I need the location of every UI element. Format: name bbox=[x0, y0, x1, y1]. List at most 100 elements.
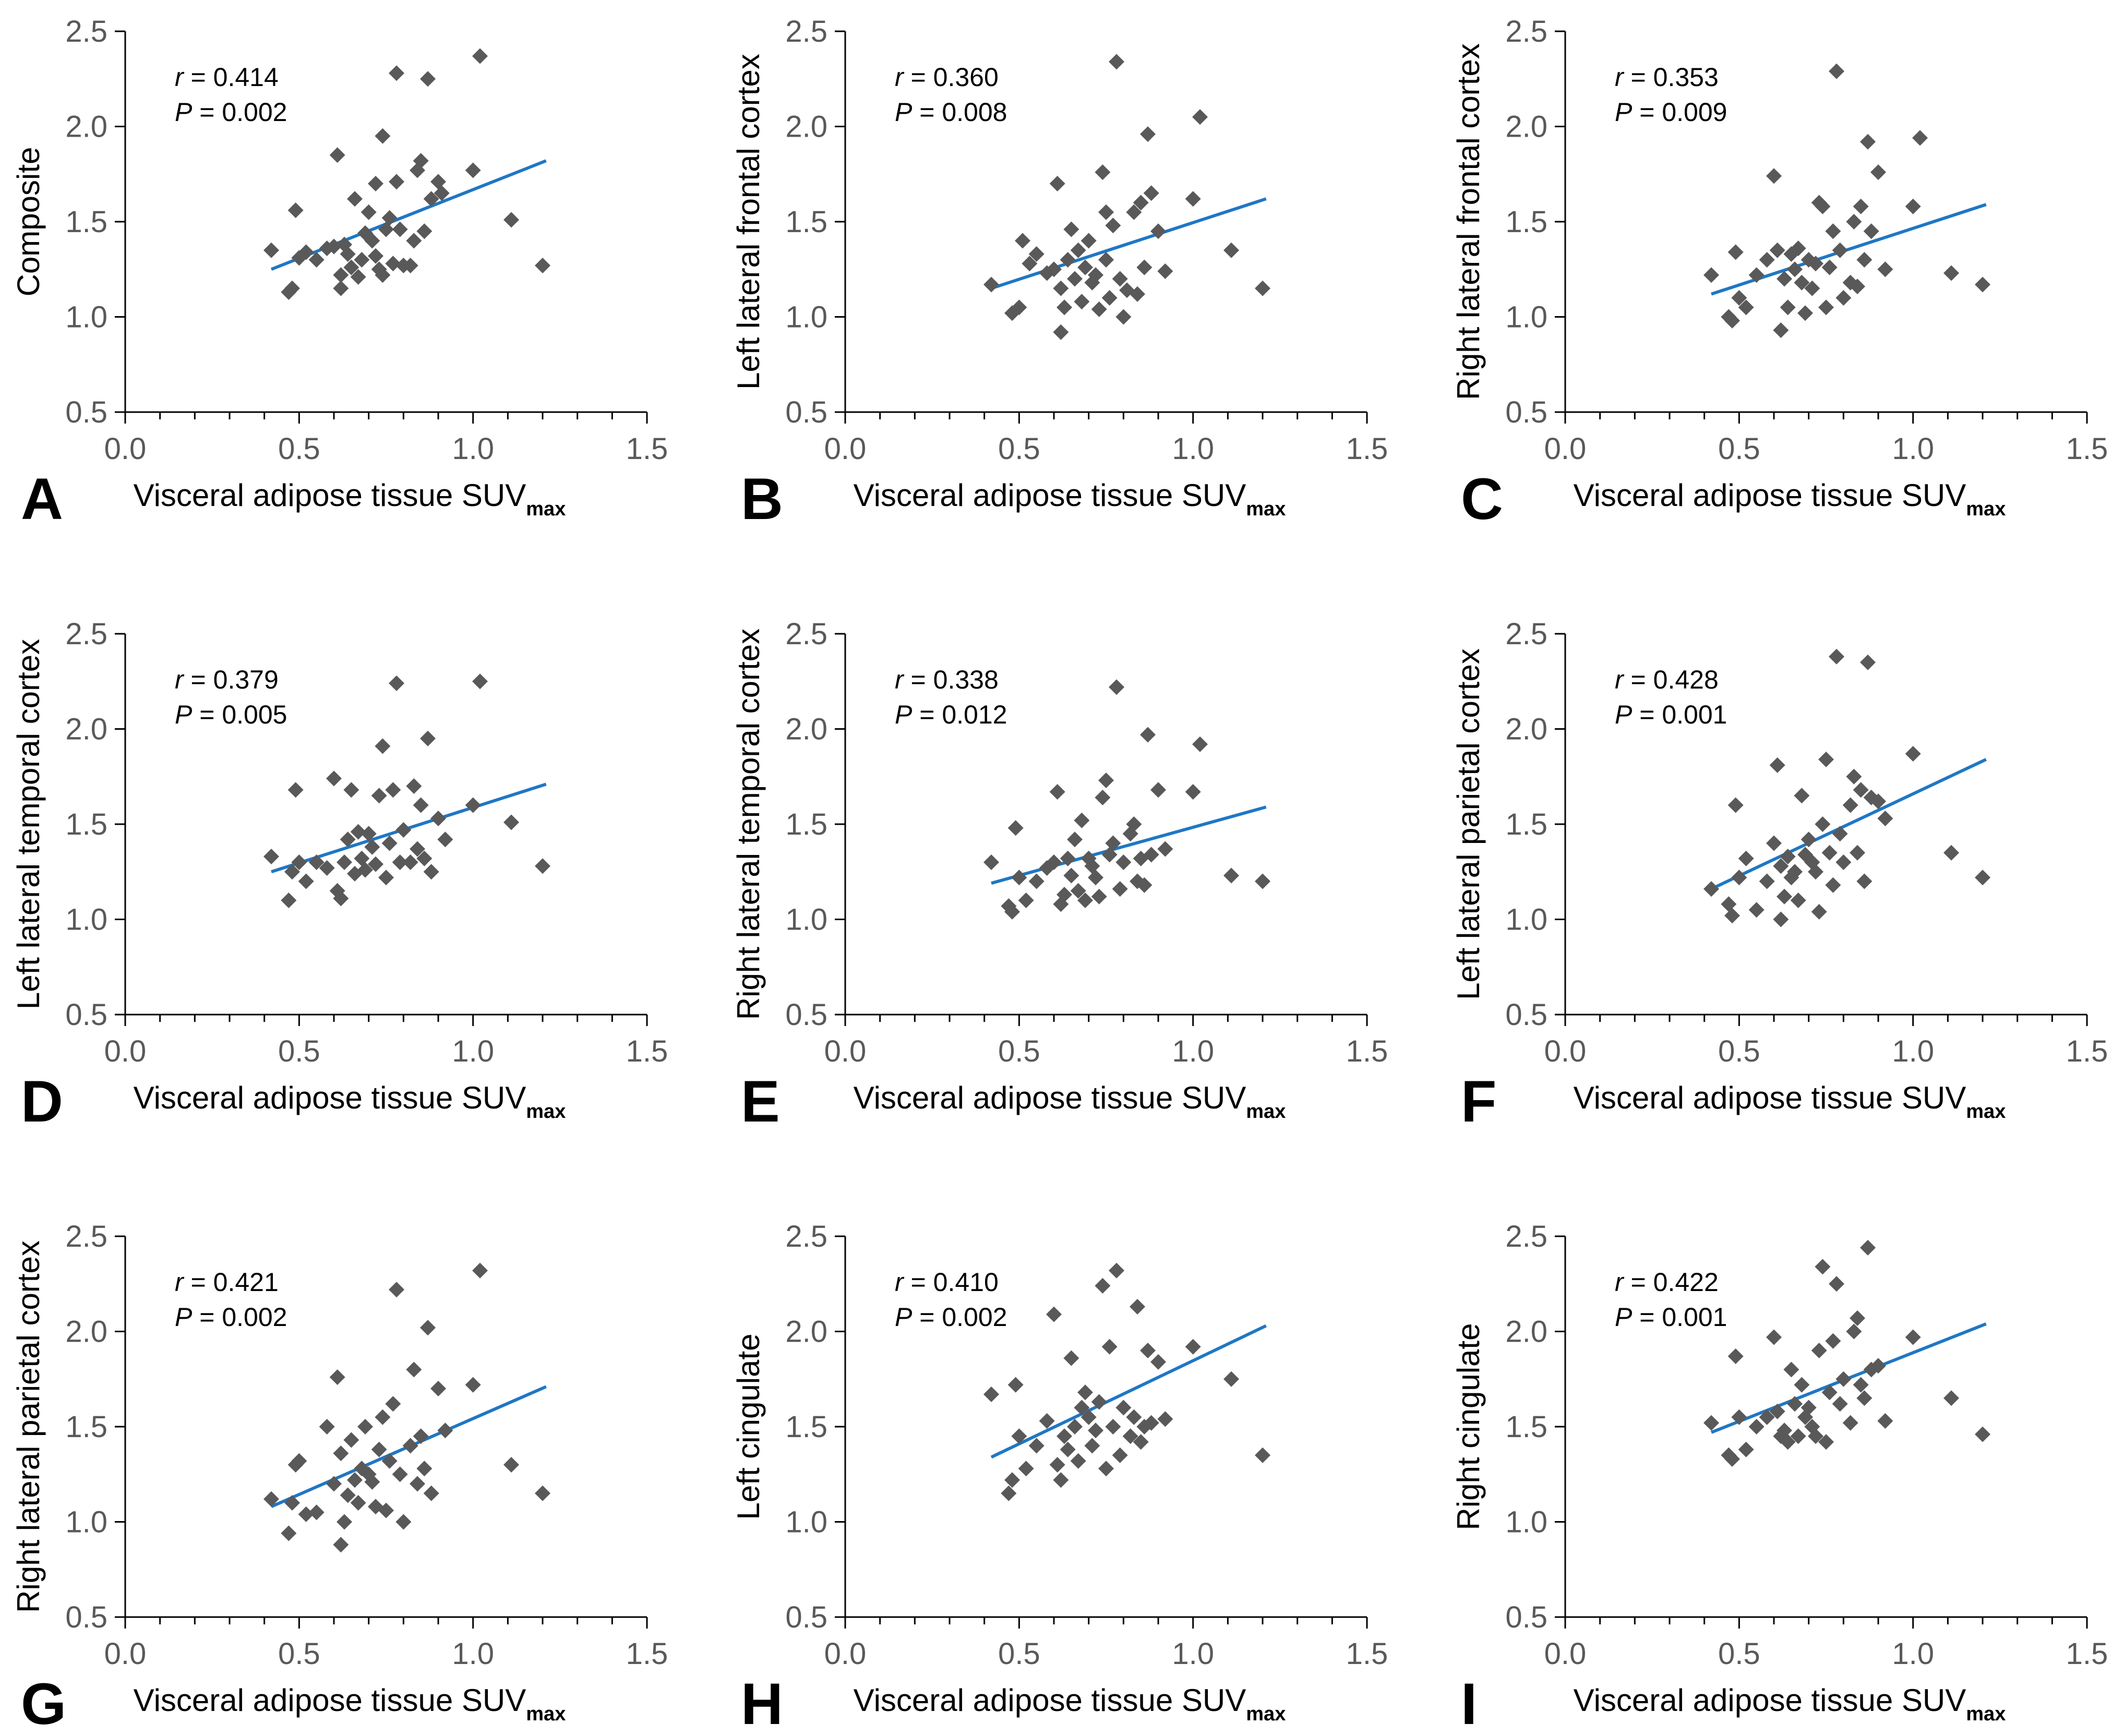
panel-d-data-point bbox=[354, 850, 370, 866]
panel-g-x-axis-title-sub: max bbox=[526, 1703, 566, 1725]
panel-i-letter: I bbox=[1461, 1671, 1477, 1736]
panel-b-data-point bbox=[1185, 191, 1201, 207]
panel-b-data-point bbox=[1109, 54, 1124, 70]
panel-b-data-point bbox=[1077, 259, 1093, 275]
panel-f-data-point bbox=[1766, 835, 1782, 851]
panel-b-y-tick-label: 0.5 bbox=[785, 395, 827, 429]
panel-f-data-point bbox=[1870, 793, 1886, 810]
panel-a-data-point bbox=[333, 280, 349, 296]
panel-g-data-point bbox=[402, 1438, 418, 1454]
panel-h-data-point bbox=[1223, 1371, 1239, 1387]
panel-b-x-tick-label: 0.5 bbox=[998, 432, 1040, 466]
panel-e-r-number: = 0.338 bbox=[904, 665, 999, 694]
panel-h-x-axis-title-main: Visceral adipose tissue SUV bbox=[854, 1683, 1246, 1718]
panel-e-data-point bbox=[1057, 887, 1072, 903]
panel-b-x-tick-label: 1.0 bbox=[1172, 432, 1214, 466]
panel-f-data-point bbox=[1846, 768, 1862, 785]
panel-f-x-tick-label: 0.0 bbox=[1544, 1034, 1587, 1068]
panel-i-data-point bbox=[1818, 1434, 1834, 1450]
panel-c-r-number: = 0.353 bbox=[1624, 63, 1719, 92]
panel-g-data-point bbox=[281, 1525, 297, 1541]
panel-a-y-tick-label: 0.5 bbox=[65, 395, 107, 429]
panel-a-data-point bbox=[503, 212, 519, 228]
panel-c-data-point bbox=[1790, 240, 1806, 257]
panel-g-data-point bbox=[389, 1282, 404, 1298]
panel-c-data-point bbox=[1905, 198, 1921, 214]
panel-i-x-tick-label: 0.5 bbox=[1718, 1637, 1760, 1671]
panel-a-p-symbol: P bbox=[175, 98, 193, 127]
panel-c-x-axis-title: Visceral adipose tissue SUVmax bbox=[1574, 478, 2006, 520]
panel-e-y-axis-title: Right lateral temporal cortex bbox=[731, 629, 766, 1020]
panel-e-x-tick-label: 1.0 bbox=[1172, 1034, 1214, 1068]
panel-b-data-point bbox=[1028, 246, 1045, 262]
panel-e-data-point bbox=[1112, 881, 1128, 897]
panel-i-data-point bbox=[1801, 1400, 1817, 1416]
panel-g-data-point bbox=[503, 1457, 519, 1473]
panel-f-data-point bbox=[1721, 896, 1737, 912]
panel-b-data-point bbox=[1022, 256, 1038, 272]
panel-c-data-point bbox=[1769, 242, 1785, 258]
panel-i-data-point bbox=[1738, 1441, 1754, 1457]
panel-d-data-point bbox=[357, 862, 373, 878]
panel-g-data-point bbox=[333, 1445, 349, 1462]
panel-e-data-point bbox=[1140, 727, 1156, 743]
panel-h-x-tick-label: 1.5 bbox=[1346, 1637, 1388, 1671]
panel-g-data-point bbox=[326, 1476, 342, 1492]
panel-a-data-point bbox=[375, 128, 391, 144]
panel-i-data-point bbox=[1853, 1377, 1869, 1393]
panel-h-data-point bbox=[1133, 1434, 1149, 1450]
panel-g-x-tick-label: 1.5 bbox=[626, 1637, 668, 1671]
panel-g-data-point bbox=[406, 1361, 422, 1378]
panel-e-data-point bbox=[1074, 812, 1090, 828]
panel-h-data-point bbox=[1101, 1339, 1118, 1355]
panel-d-x-tick-label: 1.5 bbox=[626, 1034, 668, 1068]
panel-g-x-tick-label: 0.0 bbox=[104, 1637, 147, 1671]
panel-d-data-point bbox=[503, 814, 519, 830]
panel-f-x-tick-label: 1.5 bbox=[2066, 1034, 2108, 1068]
panel-b-data-point bbox=[1063, 221, 1079, 237]
panel-b-data-point bbox=[1105, 218, 1121, 234]
panel-a-data-point bbox=[381, 210, 398, 226]
panel-c-data-point bbox=[1787, 261, 1803, 278]
panel-i-x-axis-title-main: Visceral adipose tissue SUV bbox=[1574, 1683, 1966, 1718]
panel-d-data-point bbox=[420, 730, 436, 746]
panel-i-data-point bbox=[1766, 1329, 1782, 1345]
panel-b-data-point bbox=[1157, 263, 1173, 279]
panel-g-data-point bbox=[375, 1409, 391, 1425]
panel-f-data-point bbox=[1877, 811, 1893, 827]
panel-i-r-number: = 0.422 bbox=[1624, 1268, 1719, 1297]
panel-b-data-point bbox=[1070, 242, 1086, 258]
panel-d-data-point bbox=[326, 770, 342, 787]
panel-g-data-point bbox=[413, 1428, 429, 1444]
panel-e-data-point bbox=[983, 854, 999, 870]
panel-e-data-point bbox=[1060, 850, 1076, 866]
panel-a-data-point bbox=[385, 256, 401, 272]
panel-f-r-number: = 0.428 bbox=[1624, 665, 1719, 694]
panel-g-data-point bbox=[291, 1453, 307, 1469]
panel-f-p-number: = 0.001 bbox=[1632, 700, 1727, 729]
panel-g-data-point bbox=[395, 1514, 412, 1530]
panel-i-data-point bbox=[1846, 1323, 1862, 1340]
panel-f-data-point bbox=[1769, 757, 1785, 773]
panel-e-r-symbol: r bbox=[895, 665, 905, 694]
panel-g-data-point bbox=[357, 1419, 373, 1434]
panel-a-data-point bbox=[368, 248, 383, 264]
panel-d-r-number: = 0.379 bbox=[184, 665, 279, 694]
panel-b-data-point bbox=[1053, 324, 1069, 340]
panel-c-data-point bbox=[1912, 130, 1928, 146]
panel-h-data-point bbox=[1109, 1262, 1124, 1279]
panel-g-data-point bbox=[319, 1419, 335, 1434]
panel-h-y-tick-label: 2.0 bbox=[785, 1315, 827, 1349]
panel-d-data-point bbox=[385, 782, 401, 798]
panel-i-data-point bbox=[1787, 1396, 1803, 1412]
panel-d-data-point bbox=[364, 839, 380, 855]
panel-g-data-point bbox=[343, 1432, 359, 1448]
panel-d-data-point bbox=[368, 856, 383, 872]
panel-f-y-tick-label: 2.0 bbox=[1505, 713, 1547, 746]
panel-b-data-point bbox=[1126, 204, 1142, 220]
panel-i-data-point bbox=[1856, 1390, 1873, 1406]
panel-d-data-point bbox=[350, 824, 366, 840]
panel-d-data-point bbox=[410, 841, 425, 857]
panel-h-data-point bbox=[1115, 1400, 1132, 1416]
